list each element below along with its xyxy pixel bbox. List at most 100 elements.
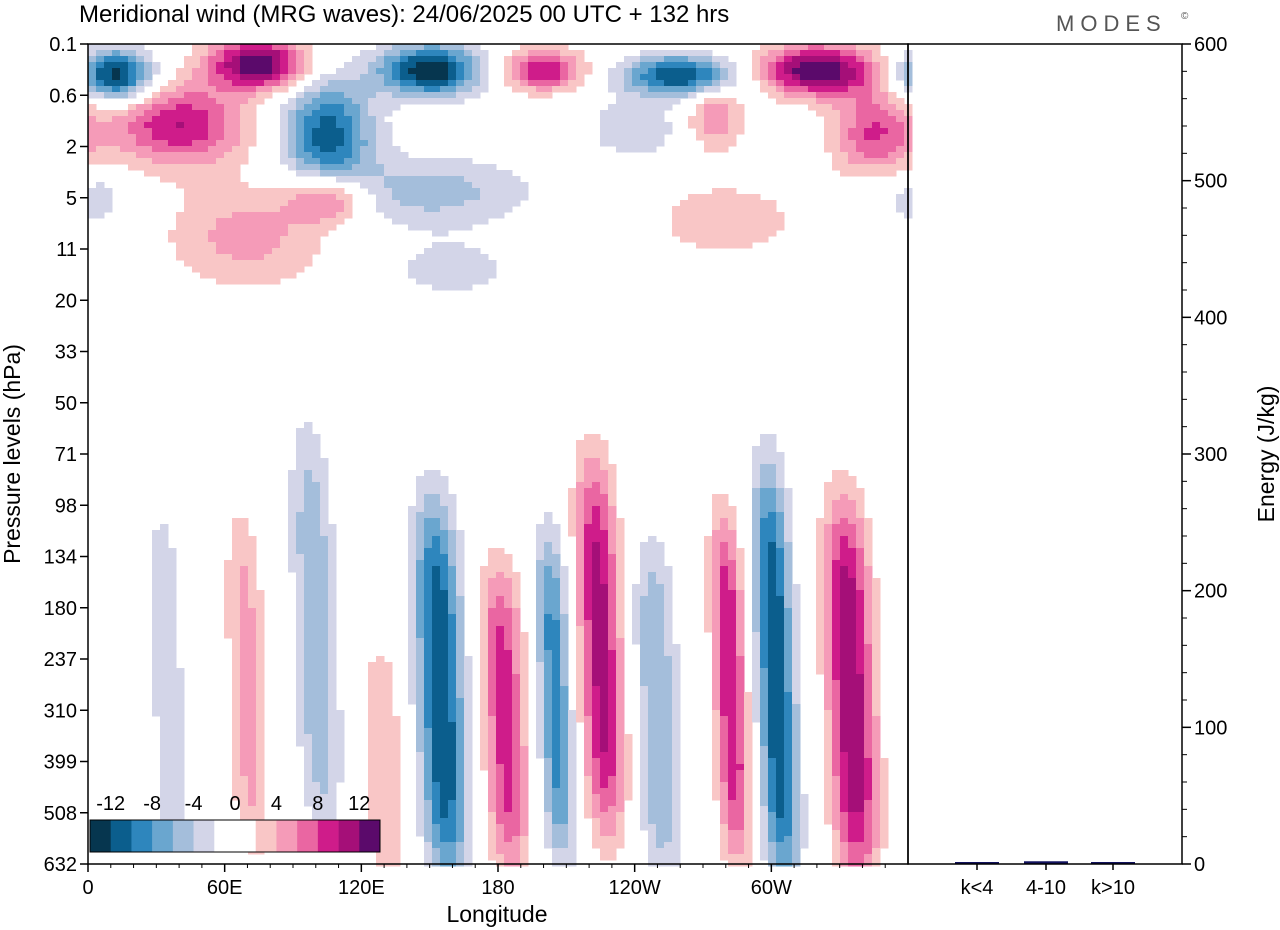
heatmap-cell	[216, 236, 225, 243]
heatmap-cell	[632, 92, 641, 99]
heatmap-cell	[592, 680, 601, 687]
heatmap-cell	[640, 698, 649, 705]
heatmap-cell	[432, 746, 441, 753]
heatmap-cell	[544, 524, 553, 531]
heatmap-cell	[256, 728, 265, 735]
heatmap-cell	[232, 260, 241, 267]
heatmap-cell	[536, 56, 545, 63]
heatmap-cell	[360, 152, 369, 159]
heatmap-cell	[856, 104, 865, 111]
heatmap-cell	[264, 224, 273, 231]
heatmap-cell	[120, 68, 129, 75]
heatmap-cell	[120, 146, 129, 153]
heatmap-cell	[872, 776, 881, 783]
heatmap-cell	[312, 464, 321, 471]
heatmap-cell	[144, 164, 153, 171]
heatmap-cell	[872, 728, 881, 735]
heatmap-cell	[584, 590, 593, 597]
heatmap-cell	[640, 554, 649, 561]
heatmap-cell	[600, 488, 609, 495]
heatmap-cell	[504, 554, 513, 561]
modes-logo: MODES	[1056, 11, 1167, 36]
heatmap-cell	[896, 68, 905, 75]
heatmap-cell	[584, 500, 593, 507]
heatmap-cell	[416, 662, 425, 669]
heatmap-cell	[176, 128, 185, 135]
heatmap-cell	[712, 632, 721, 639]
heatmap-cell	[824, 554, 833, 561]
heatmap-cell	[240, 584, 249, 591]
heatmap-cell	[360, 146, 369, 153]
heatmap-cell	[232, 614, 241, 621]
heatmap-cell	[720, 656, 729, 663]
heatmap-cell	[480, 728, 489, 735]
heatmap-cell	[448, 242, 457, 249]
heatmap-cell	[376, 62, 385, 69]
heatmap-cell	[168, 608, 177, 615]
heatmap-cell	[176, 134, 185, 141]
heatmap-cell	[648, 80, 657, 87]
heatmap-cell	[840, 146, 849, 153]
heatmap-cell	[776, 722, 785, 729]
heatmap-cell	[856, 734, 865, 741]
heatmap-cell	[480, 80, 489, 87]
heatmap-cell	[248, 212, 257, 219]
heatmap-cell	[152, 158, 161, 165]
heatmap-cell	[864, 164, 873, 171]
heatmap-cell	[408, 260, 417, 267]
heatmap-cell	[656, 626, 665, 633]
heatmap-cell	[464, 218, 473, 225]
heatmap-cell	[696, 218, 705, 225]
heatmap-cell	[816, 74, 825, 81]
heatmap-cell	[328, 542, 337, 549]
heatmap-cell	[552, 644, 561, 651]
heatmap-cell	[872, 122, 881, 129]
heatmap-cell	[320, 212, 329, 219]
heatmap-cell	[152, 560, 161, 567]
heatmap-cell	[456, 590, 465, 597]
heatmap-cell	[192, 242, 201, 249]
heatmap-cell	[880, 104, 889, 111]
heatmap-cell	[832, 746, 841, 753]
heatmap-cell	[240, 716, 249, 723]
heatmap-cell	[480, 266, 489, 273]
heatmap-cell	[624, 782, 633, 789]
heatmap-cell	[448, 566, 457, 573]
heatmap-cell	[848, 122, 857, 129]
heatmap-cell	[824, 710, 833, 717]
heatmap-cell	[208, 212, 217, 219]
heatmap-cell	[720, 686, 729, 693]
heatmap-cell	[872, 752, 881, 759]
heatmap-cell	[200, 176, 209, 183]
heatmap-cell	[368, 764, 377, 771]
heatmap-cell	[432, 218, 441, 225]
heatmap-cell	[456, 776, 465, 783]
heatmap-cell	[720, 740, 729, 747]
heatmap-cell	[504, 590, 513, 597]
heatmap-cell	[488, 782, 497, 789]
heatmap-cell	[712, 614, 721, 621]
heatmap-cell	[648, 770, 657, 777]
heatmap-cell	[256, 266, 265, 273]
heatmap-cell	[632, 632, 641, 639]
heatmap-cell	[432, 716, 441, 723]
heatmap-cell	[264, 254, 273, 261]
heatmap-cell	[496, 686, 505, 693]
heatmap-cell	[256, 278, 265, 285]
heatmap-field	[88, 44, 913, 867]
heatmap-cell	[544, 662, 553, 669]
heatmap-cell	[144, 146, 153, 153]
heatmap-cell	[704, 218, 713, 225]
heatmap-cell	[200, 122, 209, 129]
heatmap-cell	[640, 566, 649, 573]
heatmap-cell	[256, 98, 265, 105]
heatmap-cell	[776, 74, 785, 81]
heatmap-cell	[880, 74, 889, 81]
heatmap-cell	[672, 728, 681, 735]
heatmap-cell	[896, 194, 905, 201]
heatmap-cell	[744, 704, 753, 711]
heatmap-cell	[256, 254, 265, 261]
heatmap-cell	[448, 668, 457, 675]
heatmap-cell	[88, 146, 97, 153]
heatmap-cell	[640, 596, 649, 603]
